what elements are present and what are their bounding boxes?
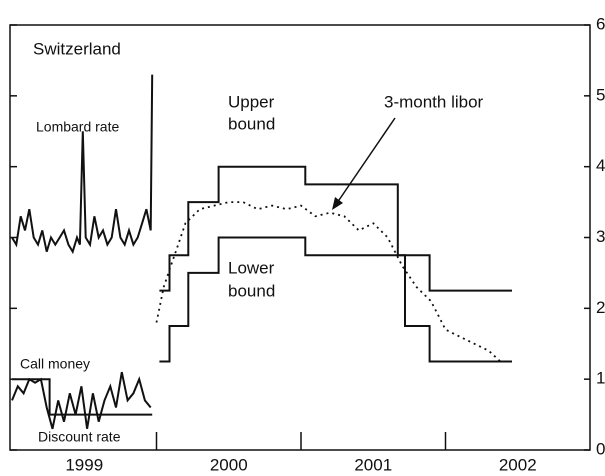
series-line — [159, 236, 512, 363]
annotation: 3-month libor — [384, 92, 484, 111]
y-tick-label: 2 — [596, 298, 605, 317]
x-tick-label: 2000 — [210, 455, 248, 474]
series-line — [11, 371, 152, 430]
annotation: Lower — [228, 258, 275, 277]
series-line — [12, 378, 153, 416]
arrow — [336, 117, 396, 204]
x-tick-label: 1999 — [65, 455, 103, 474]
y-tick-label: 4 — [596, 156, 605, 175]
series-line — [11, 74, 154, 255]
annotation: Lombard rate — [36, 119, 119, 135]
y-tick-label: 6 — [596, 14, 605, 33]
annotation: bound — [228, 114, 275, 133]
x-tick-label: 2002 — [499, 455, 537, 474]
y-tick-label: 3 — [596, 227, 605, 246]
x-tick-label: 2001 — [354, 455, 392, 474]
y-tick-label: 1 — [596, 369, 605, 388]
series-line — [155, 201, 502, 363]
series-line — [159, 165, 512, 292]
annotation: Discount rate — [38, 429, 121, 445]
annotation: Upper — [228, 92, 275, 111]
annotation: Call money — [20, 356, 90, 372]
annotation: bound — [228, 281, 275, 300]
arrow-head — [332, 197, 343, 210]
chart-title: Switzerland — [33, 39, 121, 58]
y-tick-label: 0 — [596, 439, 605, 458]
y-tick-label: 5 — [596, 85, 605, 104]
